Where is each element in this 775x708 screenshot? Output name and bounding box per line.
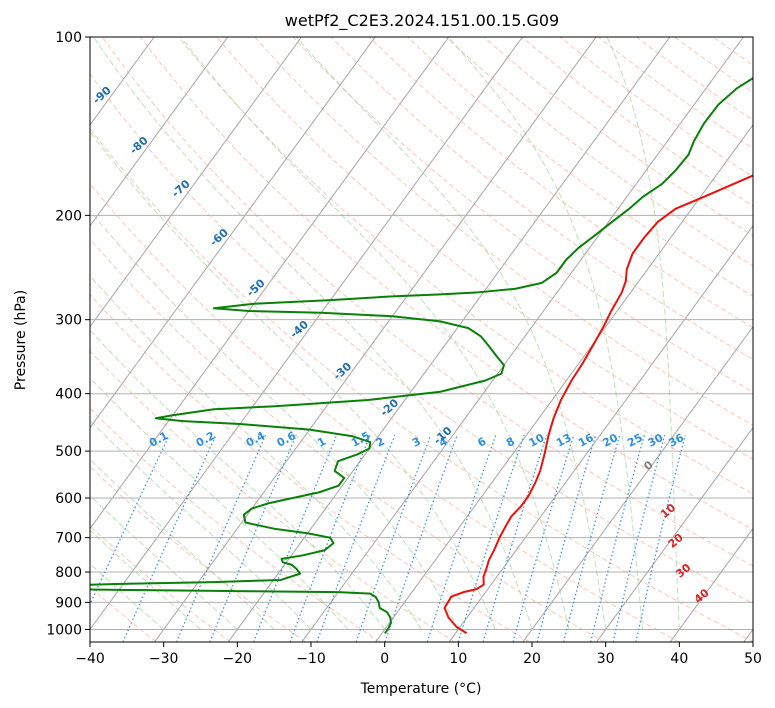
dry-adiabat-line [90, 407, 381, 642]
chart-title: wetPf2_C2E3.2024.151.00.15.G09 [285, 11, 559, 31]
isotherm-line [90, 37, 523, 631]
y-tick-label: 300 [55, 313, 82, 329]
x-tick-label: −10 [296, 651, 326, 667]
mixing-ratio-line [563, 435, 621, 642]
moist-adiabat-line [180, 37, 570, 630]
mixing-ratio-line [355, 434, 432, 642]
isotherm-line [90, 37, 302, 328]
moist-adiabat-line [90, 130, 496, 630]
mixing-ratio-line [289, 434, 371, 642]
background-lines [90, 37, 753, 642]
y-tick-label: 600 [55, 491, 82, 507]
moist-adiabat-line [90, 377, 349, 630]
dry-adiabat-line [140, 37, 753, 531]
y-tick-label: 1000 [46, 622, 82, 638]
isotherm-line [596, 426, 753, 642]
moist-adiabat-line [90, 563, 164, 630]
dry-adiabat-line [90, 238, 605, 642]
dry-adiabat-line [292, 37, 753, 393]
mixing-ratio-label: 13 [554, 431, 574, 450]
dry-adiabat-line [90, 73, 753, 604]
moist-adiabat-line [90, 274, 422, 630]
moist-adiabat-line [447, 37, 643, 630]
moist-adiabat-line [90, 458, 275, 630]
mixing-ratio-line [512, 435, 575, 642]
isotherm-line [90, 37, 376, 429]
moist-adiabat-line [90, 329, 386, 630]
x-tick-label: −20 [223, 651, 253, 667]
mixing-ratio-label: 20 [600, 431, 620, 450]
moist-adiabat-line [90, 529, 201, 630]
mixing-ratio-line [316, 434, 396, 642]
y-axis-label: Pressure (hPa) [13, 290, 29, 390]
x-tick-label: 0 [380, 651, 389, 667]
temperature-profile-line [443, 174, 753, 635]
moist-adiabat-line [295, 37, 607, 630]
x-tick-label: 30 [597, 651, 615, 667]
y-tick-label: 400 [55, 387, 82, 403]
dry-adiabat-line [90, 182, 680, 642]
y-tick-label: 700 [55, 531, 82, 547]
mixing-ratio-label: 10 [527, 431, 547, 450]
dry-adiabat-line [90, 525, 232, 642]
x-tick-label: 20 [523, 651, 541, 667]
mixing-ratio-label: 36 [666, 431, 686, 450]
y-axis: 1000 900 800 700 600 500 400 300 200 100 [46, 30, 90, 638]
data-lines [90, 77, 753, 635]
x-tick-label: 10 [449, 651, 467, 667]
x-tick-label: −40 [75, 651, 105, 667]
isotherm-line [669, 527, 753, 642]
mixing-ratio-line [176, 434, 267, 642]
isotherm-line [448, 224, 753, 642]
x-tick-label: −30 [149, 651, 179, 667]
y-tick-label: 800 [55, 565, 82, 581]
x-tick-label: 50 [744, 651, 762, 667]
mixing-ratio-line [612, 435, 666, 642]
moist-adiabat-line [93, 37, 533, 630]
dry-adiabat-line [178, 37, 753, 495]
y-tick-label: 200 [55, 208, 82, 224]
isotherm-line [522, 325, 753, 642]
dry-adiabat-line [90, 466, 306, 642]
x-tick-label: 40 [670, 651, 688, 667]
dry-adiabat-line [216, 37, 753, 460]
isotherm-line [90, 37, 450, 530]
dry-adiabat-line [90, 350, 456, 642]
mixing-ratio-line [635, 435, 686, 642]
mixing-ratio-label: 25 [625, 431, 645, 450]
y-tick-label: 500 [55, 444, 82, 460]
dry-adiabat-line [90, 586, 157, 642]
x-axis-label: Temperature (°C) [360, 681, 482, 697]
isotherm-line [301, 37, 744, 642]
dry-adiabat-line [101, 37, 753, 567]
mixing-ratio-line [536, 435, 597, 642]
dry-adiabat-line [90, 293, 530, 642]
isotherm-line [90, 37, 229, 227]
mixing-ratio-label: 30 [646, 431, 666, 450]
x-axis: −40 −30 −20 −10 0 10 20 30 40 50 [75, 642, 762, 667]
y-tick-label: 100 [55, 30, 82, 46]
mixing-ratio-label: 16 [576, 431, 596, 450]
dewpoint-profile-line [90, 77, 753, 634]
y-tick-label: 900 [55, 595, 82, 611]
moist-adiabat-line [90, 419, 312, 630]
isotherm-line [154, 37, 597, 642]
moist-adiabat-line [606, 37, 680, 630]
dry-adiabat-line [330, 37, 753, 361]
isotherm-line [227, 37, 671, 642]
plot-frame [89, 36, 754, 643]
